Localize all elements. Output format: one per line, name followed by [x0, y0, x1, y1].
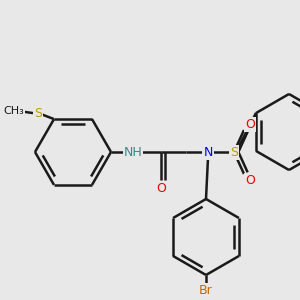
Text: O: O	[245, 118, 255, 130]
Text: NH: NH	[124, 146, 142, 158]
Text: O: O	[245, 173, 255, 187]
Text: S: S	[34, 106, 42, 120]
Text: CH₃: CH₃	[4, 106, 24, 116]
Text: Br: Br	[199, 284, 213, 296]
Text: S: S	[230, 146, 238, 158]
Text: N: N	[203, 146, 213, 158]
Text: O: O	[156, 182, 166, 194]
